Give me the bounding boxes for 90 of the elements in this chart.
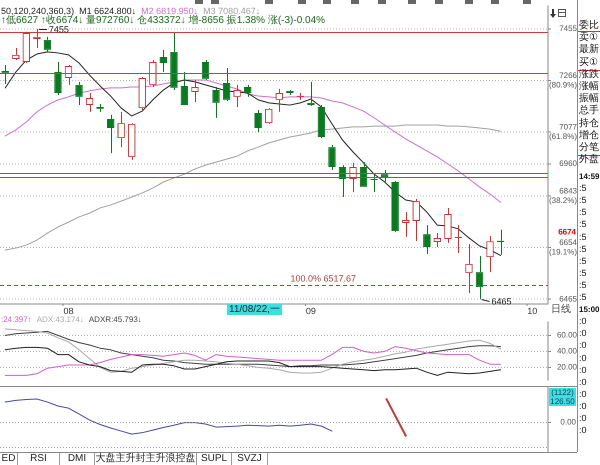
- ref-line-label: 100.0% 6517.67: [290, 274, 356, 284]
- annotation: ↑低6627 ↑收6674↓ 量972760↓ 仓433372↓ 增-8656 振1.38% 涨(-3)-0.04%: [1, 15, 326, 26]
- text: 卖①: [579, 32, 598, 44]
- x-tick-label: 08: [63, 306, 74, 316]
- annotation: 50,120,240,360,3): [1, 6, 74, 16]
- text: :5: [579, 183, 587, 194]
- candlestick: [170, 32, 178, 91]
- candlestick: [138, 76, 146, 110]
- y-tick-label: 7077 (61.8%): [548, 122, 578, 142]
- candlestick: [180, 72, 188, 106]
- text: :5: [579, 256, 587, 266]
- text: M3 7080.467↓: [203, 6, 260, 16]
- text: 126.50: [550, 397, 575, 406]
- x-tick-label: 09: [306, 306, 316, 316]
- text: :5: [579, 232, 587, 242]
- text: 日线: [551, 304, 571, 315]
- text: 增仓: [579, 130, 599, 141]
- text: 11/08/22,一: [227, 304, 282, 315]
- text: 委比: [579, 20, 599, 31]
- y-tick-label: 6960: [559, 159, 578, 168]
- candlestick: [222, 67, 230, 102]
- candlestick: [402, 212, 410, 238]
- candlestick: [392, 180, 399, 232]
- y-tick-label: 7266 (80.9%): [548, 70, 578, 90]
- text: (1122): [551, 388, 574, 397]
- y-tick-label: 6843 (38.2%): [548, 186, 578, 205]
- candlestick: [318, 104, 326, 139]
- candlestick: [254, 109, 262, 133]
- series-label: ADX:43.174↓: [36, 315, 84, 324]
- text: :0: [579, 376, 587, 387]
- text: 涨跌: [579, 68, 599, 80]
- text: :24.397↑: [1, 315, 32, 324]
- text: 大盘主升封主升浪控盘: [96, 453, 196, 464]
- text: 14:59: [579, 172, 600, 181]
- text: 分笔: [579, 142, 599, 153]
- y-tick-label: 6465: [559, 294, 578, 304]
- text: :0: [579, 425, 587, 436]
- text: :5: [579, 292, 587, 302]
- candlestick: [128, 122, 136, 160]
- text: :5: [579, 207, 587, 218]
- text: 买①: [579, 56, 598, 68]
- text: 外盘: [579, 154, 599, 166]
- text: :0: [579, 328, 587, 338]
- text: DMI: [68, 453, 86, 464]
- candlestick: [380, 170, 388, 184]
- text: :0: [579, 352, 587, 362]
- candlestick: [265, 108, 272, 124]
- y-tick-label: 60.00: [556, 330, 578, 340]
- text: 涨幅: [579, 81, 599, 92]
- text: M2 6819.950↓: [141, 6, 198, 16]
- text: 总手: [579, 105, 599, 116]
- candlestick: [444, 207, 452, 244]
- candlestick: [12, 48, 20, 61]
- candlestick: [412, 198, 420, 242]
- text: 振幅: [579, 93, 599, 104]
- text: :5: [579, 244, 587, 254]
- text: :0: [579, 364, 587, 375]
- text: 持仓: [579, 118, 599, 129]
- candlestick: [328, 144, 336, 171]
- ref-line-label: 0.00: [560, 418, 577, 427]
- candlestick: [423, 224, 430, 255]
- text: :0: [579, 316, 587, 326]
- text: ADXR:45.793↓: [88, 315, 142, 324]
- text: 6674: [558, 227, 577, 236]
- candlestick: [212, 86, 220, 118]
- text: 15:00: [579, 305, 600, 314]
- text: SUPL: [200, 453, 228, 464]
- x-tick-label: 10: [527, 306, 538, 316]
- y-tick-label: 40.00: [556, 346, 578, 356]
- y-tick-label: 20.00: [556, 362, 578, 372]
- candlestick: [434, 232, 442, 248]
- text: RSI: [30, 453, 47, 464]
- text: SVZJ: [237, 453, 262, 464]
- annotation: 6465: [492, 296, 512, 307]
- annotation: 7455: [48, 24, 69, 34]
- text: :0: [579, 340, 587, 350]
- text: :0: [579, 400, 587, 411]
- text: ED: [2, 453, 16, 464]
- candlestick: [118, 111, 125, 148]
- text: :5: [579, 280, 587, 290]
- y-tick-label: 6654 (19.1%): [548, 238, 578, 257]
- text: :0: [579, 388, 587, 399]
- text: :5: [579, 219, 587, 230]
- text: :5: [579, 268, 587, 278]
- text: :5: [579, 195, 587, 206]
- text: 最新: [579, 44, 599, 56]
- text: :0: [579, 413, 587, 423]
- text: M1 6624.800↓: [79, 6, 136, 16]
- candlestick: [486, 236, 494, 273]
- y-tick-label: 7455: [559, 24, 578, 34]
